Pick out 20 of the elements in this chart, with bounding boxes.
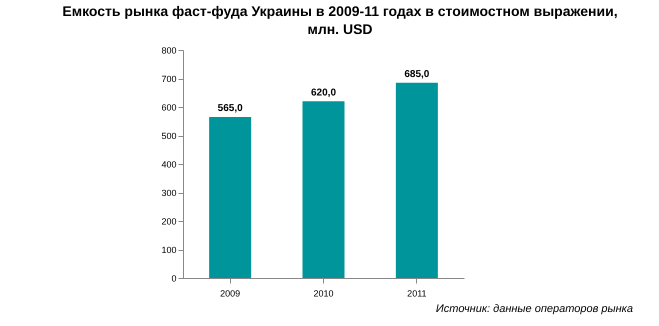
bar [209,116,252,278]
bar [396,82,438,278]
y-tick-label: 500 [161,131,176,141]
y-tick-label: 300 [161,188,176,198]
y-tick-label: 0 [171,274,176,284]
y-tick-label: 400 [161,160,176,170]
y-tick-label: 600 [161,102,176,112]
y-tick-label: 700 [161,74,176,84]
bar [302,101,345,278]
y-tick-label: 200 [161,216,176,226]
x-tick-label: 2009 [220,288,240,298]
y-tick-label: 800 [161,46,176,56]
chart-title: Емкость рынка фаст-фуда Украины в 2009-11 годах в стоимостном выражении, млн. USD [61,2,619,38]
y-tick-label: 100 [161,245,176,255]
x-tick-label: 2010 [313,288,334,298]
x-tick-label: 2011 [407,288,427,298]
data-label: 620,0 [310,87,336,98]
text: Источник: данные операторов рынка [436,303,633,315]
data-label: 565,0 [218,102,244,114]
data-label: 685,0 [404,68,430,80]
